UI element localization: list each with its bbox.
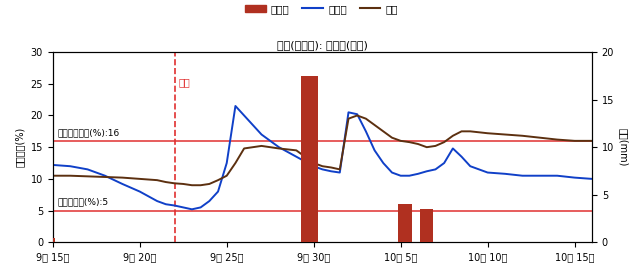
Y-axis label: 수량(mm): 수량(mm) (618, 128, 628, 166)
Bar (399, 204, 412, 242)
Legend: 강수량, 무피복, 피복: 강수량, 무피복, 피복 (240, 0, 403, 18)
Text: 유효수분함량(%):16: 유효수분함량(%):16 (57, 128, 120, 137)
Text: 영구위조점(%):5: 영구위조점(%):5 (57, 198, 108, 207)
Bar (301, 76, 318, 242)
Title: 토성(토양통): 사양토(황통): 토성(토양통): 사양토(황통) (277, 40, 368, 50)
Bar (421, 209, 433, 242)
Bar (42, 238, 55, 242)
Y-axis label: 토양수분(%): 토양수분(%) (15, 127, 25, 167)
Text: 관수: 관수 (178, 77, 190, 87)
